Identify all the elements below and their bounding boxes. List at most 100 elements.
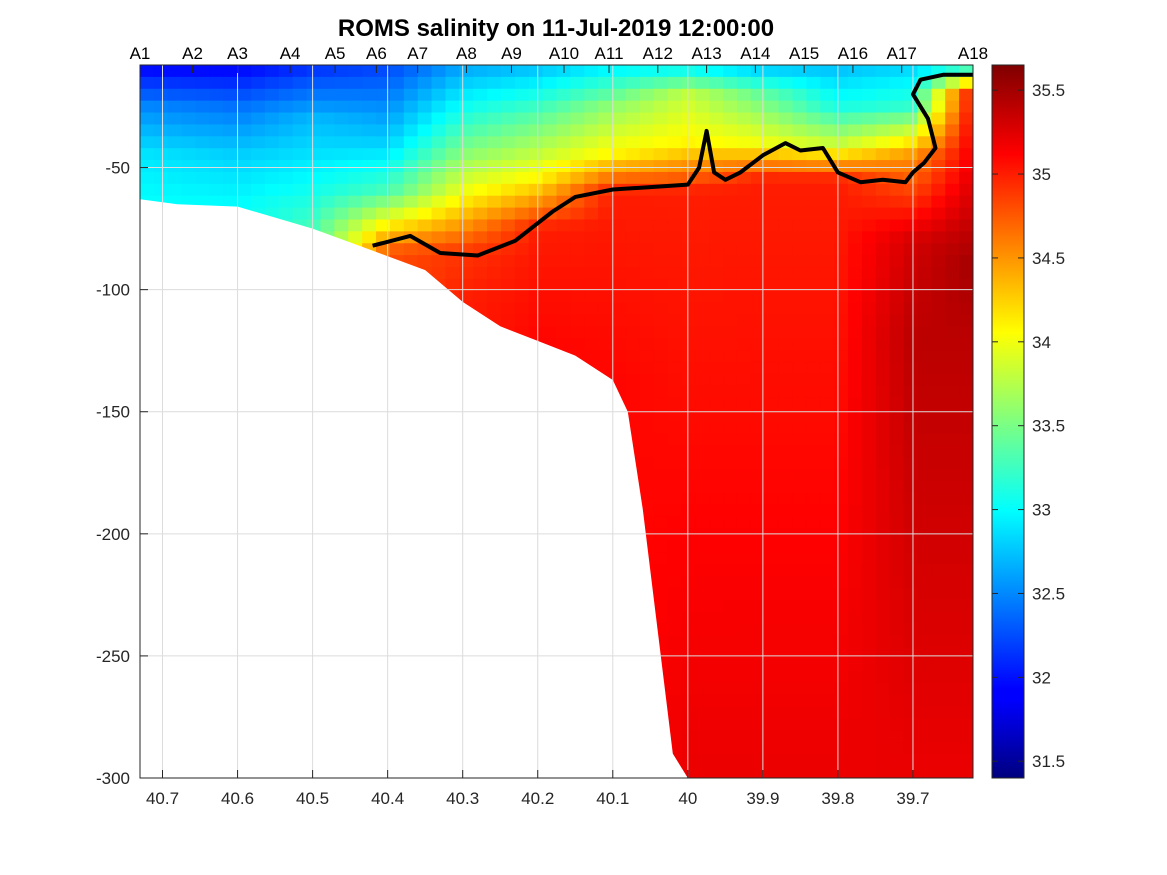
salinity-cell xyxy=(209,160,224,173)
salinity-cell xyxy=(445,183,460,197)
salinity-cell xyxy=(917,278,932,292)
salinity-cell xyxy=(639,278,655,292)
salinity-cell xyxy=(528,290,544,304)
salinity-cell xyxy=(792,694,807,708)
salinity-cell xyxy=(723,195,738,209)
salinity-cell xyxy=(931,255,946,268)
salinity-cell xyxy=(376,195,391,209)
salinity-cell xyxy=(292,112,308,126)
salinity-cell xyxy=(889,302,905,316)
salinity-cell xyxy=(292,195,308,209)
salinity-cell xyxy=(376,171,391,185)
salinity-cell xyxy=(820,552,835,565)
salinity-cell xyxy=(431,76,447,90)
salinity-cell xyxy=(681,76,696,90)
salinity-cell xyxy=(292,148,308,161)
salinity-cell xyxy=(695,766,710,778)
salinity-cell xyxy=(723,564,738,577)
salinity-cell xyxy=(695,754,710,767)
salinity-cell xyxy=(334,183,349,197)
salinity-cell xyxy=(806,100,821,114)
salinity-cell xyxy=(903,231,919,244)
salinity-cell xyxy=(723,754,738,767)
salinity-cell xyxy=(334,160,349,173)
salinity-cell xyxy=(251,160,266,173)
salinity-cell xyxy=(875,338,891,351)
salinity-cell xyxy=(681,492,696,506)
salinity-cell xyxy=(750,100,766,114)
salinity-cell xyxy=(292,160,308,173)
salinity-cell xyxy=(778,183,794,197)
salinity-cell xyxy=(500,112,516,126)
salinity-cell xyxy=(528,76,544,90)
salinity-cell xyxy=(736,659,752,672)
salinity-cell xyxy=(237,76,252,90)
salinity-cell xyxy=(778,160,794,173)
salinity-cell xyxy=(667,575,683,589)
salinity-cell xyxy=(598,278,613,292)
salinity-cell xyxy=(903,718,919,732)
salinity-cell xyxy=(625,362,641,375)
salinity-cell xyxy=(736,100,752,114)
salinity-cell xyxy=(806,160,821,173)
salinity-cell xyxy=(792,469,807,482)
salinity-cell xyxy=(653,338,669,351)
salinity-cell xyxy=(792,682,807,696)
salinity-cell xyxy=(584,136,599,149)
salinity-cell xyxy=(834,694,849,708)
salinity-cell xyxy=(653,445,669,458)
salinity-cell xyxy=(917,267,932,280)
salinity-cell xyxy=(945,730,960,743)
salinity-cell xyxy=(403,88,419,102)
salinity-cell xyxy=(917,528,932,541)
salinity-cell xyxy=(903,480,919,494)
salinity-cell xyxy=(556,88,571,102)
salinity-cell xyxy=(278,160,294,173)
salinity-cell xyxy=(584,326,599,339)
salinity-cell xyxy=(750,65,766,78)
salinity-cell xyxy=(945,326,960,339)
salinity-cell xyxy=(778,564,794,577)
salinity-cell xyxy=(875,267,891,280)
salinity-cell xyxy=(959,160,973,173)
salinity-cell xyxy=(792,385,807,399)
salinity-cell xyxy=(695,504,710,518)
salinity-cell xyxy=(320,65,335,78)
salinity-cell xyxy=(639,433,655,446)
salinity-cell xyxy=(584,302,599,316)
salinity-cell xyxy=(792,267,807,280)
salinity-cell xyxy=(848,76,863,90)
salinity-cell xyxy=(695,445,710,458)
salinity-cell xyxy=(945,302,960,316)
salinity-cell xyxy=(834,338,849,351)
salinity-cell xyxy=(834,195,849,209)
salinity-cell xyxy=(736,575,752,589)
salinity-cell xyxy=(848,766,863,778)
salinity-cell xyxy=(681,706,696,720)
salinity-cell xyxy=(889,611,905,625)
salinity-cell xyxy=(709,278,724,292)
salinity-cell xyxy=(653,516,669,530)
salinity-cell xyxy=(223,160,238,173)
salinity-cell xyxy=(514,100,530,114)
salinity-cell xyxy=(431,171,447,185)
salinity-cell xyxy=(889,457,905,470)
salinity-cell xyxy=(584,171,599,185)
salinity-cell xyxy=(459,136,474,149)
salinity-cell xyxy=(820,183,835,197)
salinity-cell xyxy=(959,231,973,244)
salinity-cell xyxy=(834,611,849,625)
salinity-cell xyxy=(848,326,863,339)
salinity-cell xyxy=(639,492,655,506)
salinity-cell xyxy=(764,136,780,149)
salinity-cell xyxy=(750,421,766,434)
salinity-cell xyxy=(736,76,752,90)
salinity-cell xyxy=(945,754,960,767)
salinity-cell xyxy=(959,694,973,708)
salinity-cell xyxy=(445,76,460,90)
salinity-cell xyxy=(264,195,280,209)
salinity-cell xyxy=(709,647,724,660)
salinity-cell xyxy=(140,65,155,78)
salinity-cell xyxy=(903,457,919,470)
salinity-cell xyxy=(861,480,877,494)
